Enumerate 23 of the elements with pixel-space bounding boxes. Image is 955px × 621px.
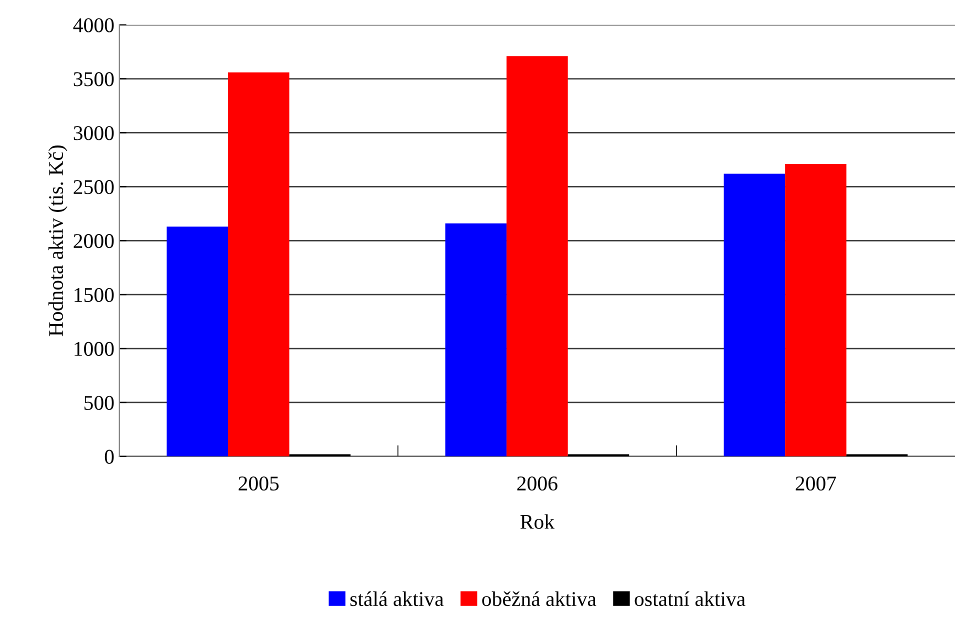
y-tick-label: 3000	[74, 126, 114, 140]
x-axis-title: Rok	[520, 514, 555, 529]
legend-label: stálá aktiva	[350, 591, 444, 606]
x-tick-label: 2006	[517, 476, 558, 491]
bar	[506, 56, 568, 456]
legend-label: oběžná aktiva	[482, 591, 596, 606]
y-axis-title: Hodnota aktiv (tis. Kč)	[48, 146, 68, 336]
y-tick-label: 2500	[74, 180, 114, 194]
y-tick-label: 0	[104, 450, 114, 464]
y-tick-label: 4000	[73, 18, 114, 32]
y-tick-label: 1000	[74, 342, 114, 356]
y-tick-label: 1500	[74, 288, 114, 302]
legend-label: ostatní aktiva	[634, 591, 746, 606]
bar	[228, 72, 290, 456]
x-tick-label: 2007	[796, 476, 836, 491]
x-tick-label: 2005	[238, 476, 279, 491]
bar	[166, 226, 228, 456]
bar	[724, 174, 786, 456]
y-tick-label: 500	[84, 396, 114, 410]
y-tick-label: 3500	[74, 72, 114, 86]
y-tick-label: 2000	[74, 234, 114, 248]
bar	[785, 164, 846, 456]
bar	[445, 223, 507, 456]
